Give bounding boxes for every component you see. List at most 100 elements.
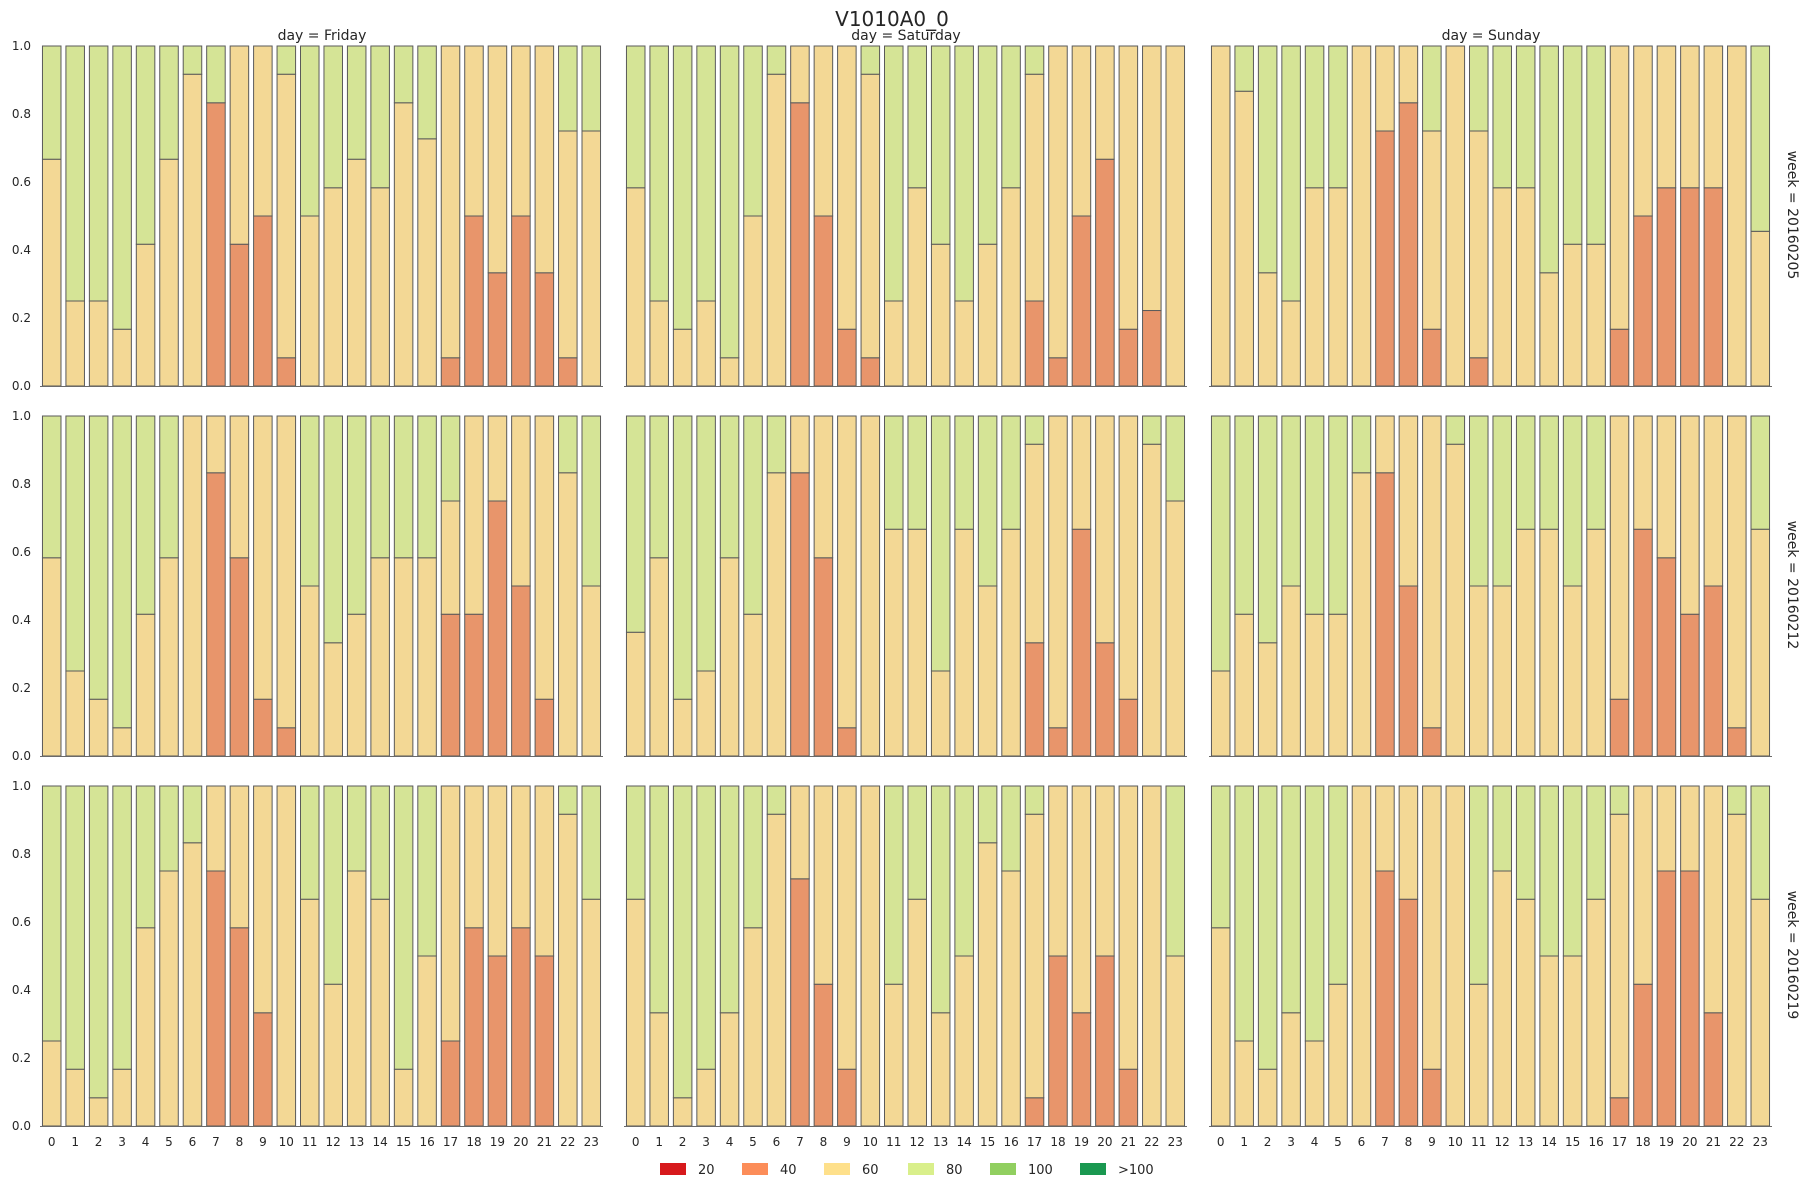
bar-segment-60 bbox=[1165, 955, 1186, 1127]
bar-segment-60 bbox=[276, 73, 297, 359]
bar-segment-80 bbox=[1562, 785, 1583, 957]
bar-segment-80 bbox=[696, 415, 716, 672]
bar-segment-60 bbox=[1118, 785, 1139, 1070]
legend-label-40: 40 bbox=[780, 1163, 797, 1178]
bar-segment-40 bbox=[1656, 870, 1677, 1127]
x-tick-label: 9 bbox=[259, 1135, 267, 1149]
bar-segment-60 bbox=[1024, 443, 1045, 644]
bar-segment-40 bbox=[229, 557, 250, 757]
bar-segment-80 bbox=[1422, 45, 1442, 132]
bar-segment-60 bbox=[1165, 45, 1186, 387]
bar-segment-80 bbox=[1234, 45, 1254, 92]
bar-segment-80 bbox=[370, 415, 390, 559]
x-tick-label: 2 bbox=[679, 1135, 687, 1149]
bar-segment-80 bbox=[1492, 785, 1512, 872]
bar-segment-80 bbox=[159, 415, 179, 559]
x-tick-label: 19 bbox=[490, 1135, 505, 1149]
bar-segment-60 bbox=[1656, 415, 1677, 559]
bar-segment-80 bbox=[696, 785, 716, 1070]
bar-segment-80 bbox=[1515, 415, 1536, 530]
bar-segment-60 bbox=[182, 842, 203, 1127]
bar-segment-40 bbox=[440, 613, 461, 757]
bar-segment-60 bbox=[112, 328, 132, 387]
bar-segment-60 bbox=[672, 1097, 693, 1127]
bar-segment-80 bbox=[625, 785, 646, 900]
x-tick-label: 8 bbox=[236, 1135, 244, 1149]
x-tick-label: 12 bbox=[910, 1135, 925, 1149]
bar-segment-60 bbox=[1515, 528, 1536, 757]
bar-segment-80 bbox=[766, 785, 787, 815]
bar-segment-60 bbox=[393, 1068, 414, 1127]
x-tick-label: 5 bbox=[749, 1135, 757, 1149]
bar-segment-60 bbox=[884, 983, 904, 1127]
bar-segment-80 bbox=[1492, 415, 1512, 587]
x-tick-label: 10 bbox=[279, 1135, 294, 1149]
bar-segment-40 bbox=[440, 1040, 461, 1127]
bar-segment-80 bbox=[719, 45, 740, 359]
bar-segment-60 bbox=[88, 300, 109, 387]
bar-segment-40 bbox=[1609, 1097, 1630, 1127]
bar-segment-60 bbox=[1680, 785, 1700, 872]
bar-segment-40 bbox=[440, 357, 461, 387]
bar-segment-80 bbox=[370, 45, 390, 189]
x-tick-label: 15 bbox=[980, 1135, 995, 1149]
bar-segment-80 bbox=[323, 45, 343, 189]
bar-segment-80 bbox=[672, 785, 693, 1099]
bar-segment-40 bbox=[1656, 187, 1677, 387]
bar-segment-80 bbox=[719, 785, 740, 1014]
bar-segment-60 bbox=[581, 585, 602, 757]
bar-segment-60 bbox=[1001, 528, 1021, 757]
bar-segment-80 bbox=[884, 415, 904, 530]
bar-segment-60 bbox=[1445, 45, 1466, 387]
bar-segment-80 bbox=[88, 785, 109, 1099]
x-tick-label: 18 bbox=[1050, 1135, 1065, 1149]
x-tick-label: 8 bbox=[1405, 1135, 1413, 1149]
bar-segment-80 bbox=[370, 785, 390, 900]
legend: 20 40 60 80 100 >100 bbox=[660, 1163, 1154, 1178]
bar-segment-60 bbox=[1375, 785, 1395, 872]
bar-segment-40 bbox=[790, 102, 810, 387]
bar-segment-40 bbox=[837, 1068, 857, 1127]
bar-segment-40 bbox=[253, 698, 273, 757]
bar-segment-80 bbox=[977, 785, 998, 844]
bar-segment-60 bbox=[1539, 528, 1559, 757]
bar-segment-80 bbox=[1445, 415, 1466, 445]
x-tick-label: 19 bbox=[1074, 1135, 1089, 1149]
bar-segment-80 bbox=[743, 415, 763, 615]
bar-segment-80 bbox=[977, 415, 998, 587]
bar-segment-80 bbox=[323, 785, 343, 985]
bar-segment-40 bbox=[1469, 357, 1489, 387]
bar-segment-80 bbox=[1562, 45, 1583, 245]
y-tick-label: 0.0 bbox=[12, 749, 31, 763]
bar-segment-80 bbox=[41, 45, 62, 160]
bar-segment-40 bbox=[229, 243, 250, 387]
bar-segment-60 bbox=[1680, 415, 1700, 615]
bar-segment-80 bbox=[300, 415, 320, 587]
bar-segment-60 bbox=[440, 785, 461, 1042]
row-title-week-3: week = 20160219 bbox=[1784, 891, 1800, 1020]
bar-segment-60 bbox=[511, 415, 531, 587]
bar-segment-60 bbox=[1469, 585, 1489, 757]
bar-segment-40 bbox=[1680, 187, 1700, 387]
chart-title: V1010A0_0 bbox=[835, 7, 949, 31]
bar-segment-40 bbox=[276, 357, 297, 387]
bar-segment-80 bbox=[649, 45, 669, 302]
bar-segment-60 bbox=[88, 698, 109, 757]
bar-segment-60 bbox=[1071, 415, 1092, 530]
bar-segment-80 bbox=[1750, 45, 1771, 232]
x-tick-label: 18 bbox=[466, 1135, 481, 1149]
bar-segment-60 bbox=[930, 243, 951, 387]
bar-segment-80 bbox=[159, 45, 179, 160]
bar-segment-60 bbox=[346, 870, 367, 1127]
y-tick-label: 0.2 bbox=[12, 681, 31, 695]
bar-segment-60 bbox=[370, 898, 390, 1127]
bar-segment-60 bbox=[159, 557, 179, 757]
bar-segment-80 bbox=[1142, 415, 1162, 445]
bar-segment-60 bbox=[1656, 785, 1677, 872]
bar-segment-60 bbox=[1234, 613, 1254, 757]
bar-segment-60 bbox=[464, 785, 484, 929]
bar-segment-40 bbox=[558, 357, 578, 387]
bar-segment-60 bbox=[253, 415, 273, 700]
bar-segment-60 bbox=[229, 785, 250, 929]
bar-segment-40 bbox=[253, 215, 273, 387]
